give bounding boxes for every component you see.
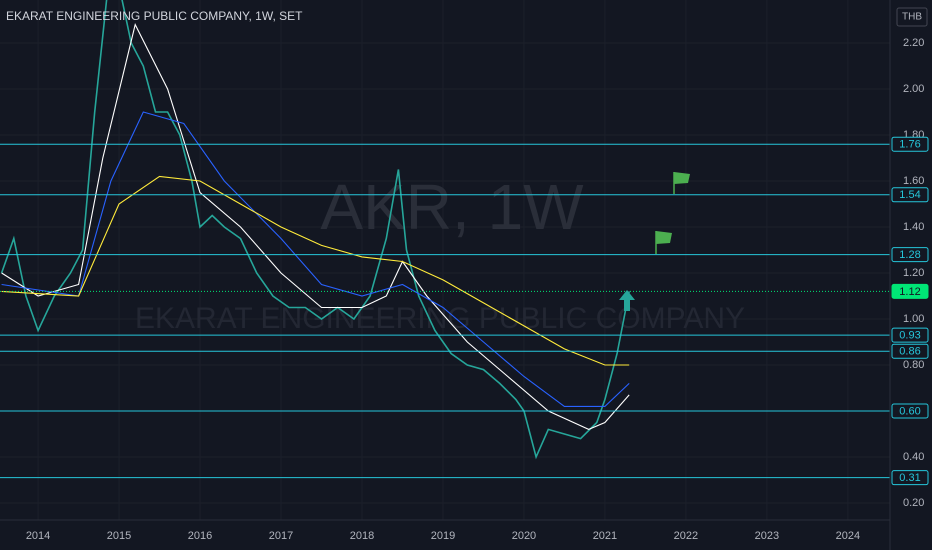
level-badge: [891, 283, 929, 299]
level-label: 0.93: [899, 329, 920, 341]
watermark-subtitle: EKARAT ENGINEERING PUBLIC COMPANY: [135, 302, 745, 335]
y-tick-label: 0.40: [903, 451, 924, 463]
arrow: [619, 290, 635, 311]
series-line: [1, 23, 630, 431]
flag: [673, 172, 690, 194]
currency: THB: [902, 12, 922, 23]
x-tick-label: 2017: [269, 530, 293, 542]
x-tick-label: 2016: [188, 530, 212, 542]
currency-box: [896, 7, 928, 27]
level-label: 0.31: [899, 472, 920, 484]
y-tick-label: 2.00: [903, 83, 924, 95]
y-tick-label: 1.40: [903, 221, 924, 233]
x-tick-label: 2021: [593, 530, 617, 542]
level-badge: [891, 247, 929, 263]
series-line: [1, 111, 630, 407]
y-tick-label: 1.60: [903, 175, 924, 187]
flag: [655, 231, 672, 254]
chart-title: EKARAT ENGINEERING PUBLIC COMPANY, 1W, S…: [6, 9, 303, 23]
axes: 0.200.400.801.001.201.401.601.802.002.20…: [26, 37, 929, 542]
x-tick-label: 2024: [836, 530, 860, 542]
y-tick-label: 2.20: [903, 37, 924, 49]
level-label: 0.60: [899, 405, 920, 417]
level-badge: [891, 470, 929, 486]
x-tick-label: 2019: [431, 530, 455, 542]
level-label: 1.12: [899, 286, 920, 298]
y-tick-label: 0.80: [903, 359, 924, 371]
series-line: [1, 175, 630, 366]
level-label: 1.76: [899, 139, 920, 151]
level-label: 1.54: [899, 189, 920, 201]
x-tick-label: 2022: [674, 530, 698, 542]
x-tick-label: 2023: [755, 530, 779, 542]
grid: [0, 0, 890, 520]
y-tick-label: 1.00: [903, 313, 924, 325]
level-badge: [891, 343, 929, 359]
level-badge: [891, 403, 929, 419]
level-badge: [891, 187, 929, 203]
y-tick-label: 0.20: [903, 497, 924, 509]
y-tick-label: 1.20: [903, 267, 924, 279]
level-badge: [891, 327, 929, 343]
level-badge: [891, 136, 929, 152]
level-label: 0.86: [899, 346, 920, 358]
level-label: 1.28: [899, 249, 920, 261]
x-tick-label: 2015: [107, 530, 131, 542]
watermark: AKR, 1W: [320, 171, 584, 243]
x-tick-label: 2014: [26, 530, 50, 542]
series-line: [0, 0, 630, 460]
x-tick-label: 2020: [512, 530, 536, 542]
x-tick-label: 2018: [350, 530, 374, 542]
plot: [0, 0, 890, 479]
